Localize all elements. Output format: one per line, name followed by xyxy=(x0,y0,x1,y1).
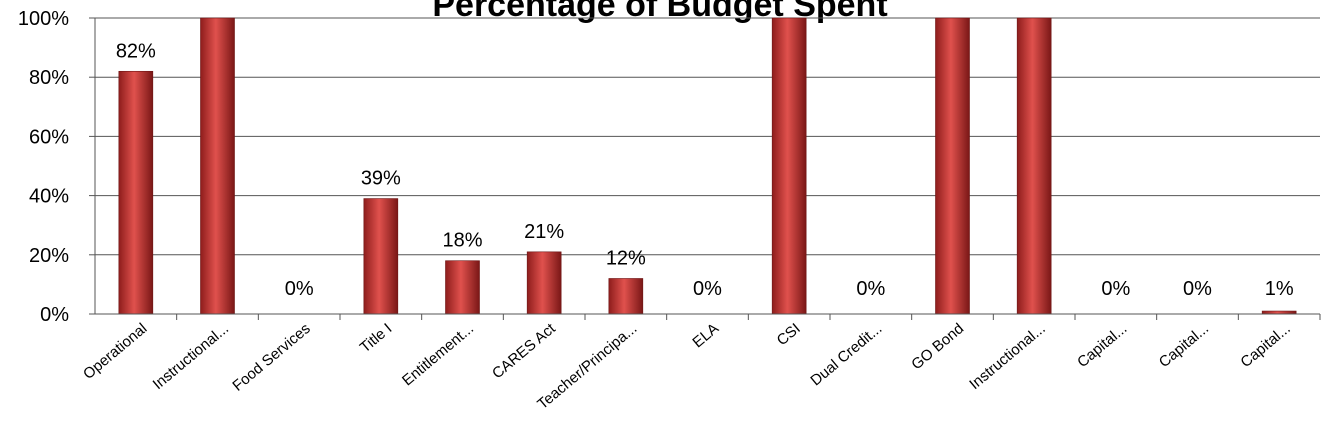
data-label: 0% xyxy=(1183,278,1212,300)
data-label: 0% xyxy=(856,278,885,300)
bar xyxy=(200,17,235,315)
bar xyxy=(771,17,807,315)
y-tick-label: 0% xyxy=(40,304,69,326)
y-tick-label: 20% xyxy=(29,245,69,267)
x-tick-label: Capital... xyxy=(1237,320,1293,371)
x-tick-label: Capital... xyxy=(1156,320,1212,371)
data-label: 18% xyxy=(442,230,482,252)
data-label: 82% xyxy=(116,40,156,62)
bars xyxy=(118,17,1297,315)
data-label: 21% xyxy=(524,221,564,243)
x-tick-label: ELA xyxy=(689,320,722,351)
data-label: 39% xyxy=(361,168,401,190)
x-tick-label: Operational xyxy=(80,320,150,383)
bar xyxy=(118,70,154,315)
x-tick-label: Food Services xyxy=(229,320,313,395)
x-tick-label: Title I xyxy=(357,320,396,356)
data-label: 0% xyxy=(285,278,314,300)
x-tick-label: Instructional... xyxy=(966,320,1048,393)
y-tick-label: 100% xyxy=(18,8,69,30)
x-tick-label: Instructional... xyxy=(150,320,232,393)
bar xyxy=(363,198,399,315)
x-tick-label: Entitlement... xyxy=(399,320,477,389)
gridlines xyxy=(95,17,1320,256)
bar xyxy=(608,278,644,315)
y-axis: 0% 20% 40% 60% 80% 100% xyxy=(18,8,96,326)
x-tick-label: CARES Act xyxy=(489,320,559,383)
y-tick-label: 80% xyxy=(29,67,69,89)
data-label: 0% xyxy=(693,278,722,300)
x-axis: Operational Instructional...Food Services… xyxy=(80,313,1321,413)
x-tick-label: Capital... xyxy=(1074,320,1130,371)
y-tick-label: 60% xyxy=(29,126,69,148)
data-label: 1% xyxy=(1265,278,1294,300)
data-labels: 82% 0% 39% 18% 21% 12% 0% 0% 0% 0% 1% xyxy=(116,40,1294,300)
bar xyxy=(935,17,970,315)
bar xyxy=(526,251,562,315)
x-tick-label: GO Bond xyxy=(908,320,967,373)
data-label: 12% xyxy=(606,247,646,269)
y-tick-label: 40% xyxy=(29,186,69,208)
data-label: 0% xyxy=(1101,278,1130,300)
x-tick-label: Dual Credit... xyxy=(807,320,885,389)
bar xyxy=(1016,17,1052,315)
bar xyxy=(445,260,480,315)
x-tick-label: CSI xyxy=(774,320,804,349)
chart-title: Percentage of Budget Spent xyxy=(432,0,887,24)
